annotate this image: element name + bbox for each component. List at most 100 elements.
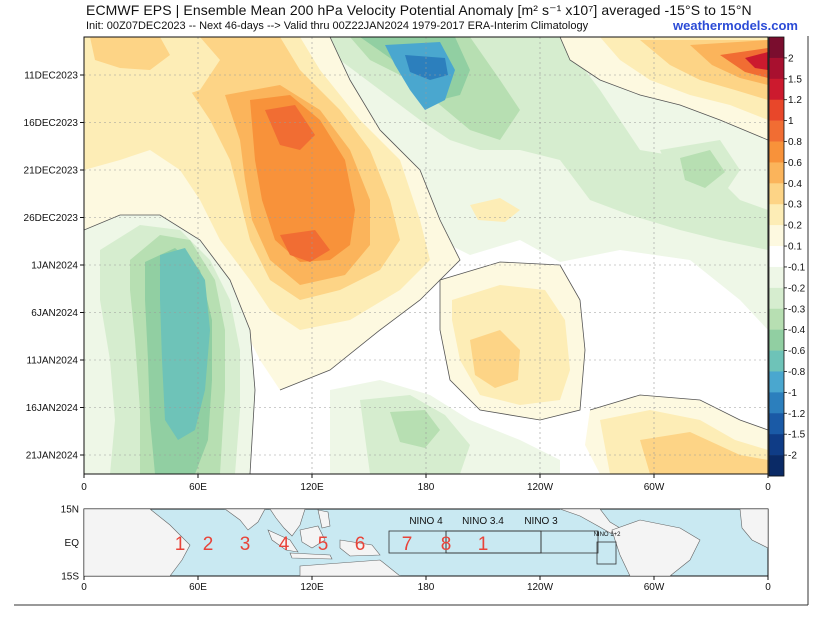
colorbar-swatch (769, 266, 784, 289)
x-tick-label: 60W (644, 482, 665, 493)
x-tick-label: 180 (418, 482, 435, 493)
x-tick-label: 120W (527, 482, 554, 493)
colorbar-swatch (769, 37, 784, 59)
south-america-landmass (611, 519, 701, 576)
pos-anomaly-region (745, 52, 768, 70)
colorbar-swatch (769, 434, 784, 456)
colorbar-label: 0.1 (788, 242, 802, 253)
colorbar-swatch (769, 141, 784, 163)
colorbar-swatch (769, 371, 784, 393)
brand-link[interactable]: weathermodels.com (673, 18, 798, 33)
africa-west-coast (739, 509, 768, 549)
colorbar-swatch (769, 308, 784, 330)
colorbar-label: 2 (788, 53, 794, 64)
zero-contour (589, 394, 768, 431)
map-x-tick-label: 60E (189, 582, 207, 593)
y-tick-label: 21DEC2023 (24, 166, 79, 177)
chart-title: ECMWF EPS | Ensemble Mean 200 hPa Veloci… (86, 2, 752, 18)
colorbar-swatch (769, 246, 784, 268)
mjo-phase-label: 4 (279, 534, 290, 555)
mjo-phase-label: 3 (240, 534, 251, 555)
x-axis: 0 60E 120E 180 120W 60W 0 (81, 474, 771, 493)
nino-label: NINO 3 (524, 516, 558, 527)
anomaly-field (84, 37, 768, 474)
zero-contour (279, 37, 461, 391)
colorbar-swatch (769, 225, 784, 247)
chart-subtitle: Init: 00Z07DEC2023 -- Next 46-days --> V… (86, 20, 589, 32)
neg-anomaly-region (160, 248, 210, 440)
nino-labels: NINO 4 NINO 3.4 NINO 3 NINO 1+2 (409, 516, 621, 538)
y-tick-label: 21JAN2024 (26, 451, 79, 462)
sumatra-island (267, 529, 299, 553)
colorbar-swatch (769, 204, 784, 226)
colorbar: 2 1.5 1.2 1 0.8 0.6 0.4 0.3 0.2 0.1 -0.1 -0.2 -0.3 -0… (768, 36, 806, 477)
pos-anomaly-region (470, 198, 520, 222)
nino12-box (596, 541, 617, 565)
map-land (84, 509, 768, 576)
colorbar-swatch (769, 350, 784, 372)
map-x-tick-label: 180 (418, 582, 435, 593)
x-tick-label: 0 (81, 482, 87, 493)
pos-anomaly-region (280, 230, 330, 262)
x-tick-label: 120E (300, 482, 324, 493)
y-tick-label: 16DEC2023 (24, 118, 79, 129)
philippines-island (317, 509, 331, 529)
colorbar-label: 1.5 (788, 74, 802, 85)
australia-landmass (299, 559, 401, 576)
borneo-island (299, 525, 326, 549)
pos-anomaly-region (640, 432, 768, 474)
y-tick-label: 1JAN2024 (31, 261, 78, 272)
colorbar-swatch (769, 455, 784, 477)
pos-anomaly-region (90, 37, 170, 70)
nino-label: NINO 4 (409, 516, 443, 527)
pos-anomaly-region (250, 95, 355, 262)
nino-boxes (388, 530, 617, 565)
mjo-phase-label: 2 (203, 534, 214, 555)
colorbar-label: -2 (788, 451, 797, 462)
africa-landmass (84, 509, 191, 576)
map-x-tick-label: 120E (300, 582, 324, 593)
mjo-phase-label: 1 (478, 534, 489, 555)
y-tick-label: 16JAN2024 (26, 403, 79, 414)
colorbar-swatch (769, 413, 784, 435)
map-lat-label: EQ (65, 538, 80, 549)
colorbar-label: -0.1 (788, 262, 806, 273)
colorbar-label: 1 (788, 116, 794, 127)
nino-label: NINO 1+2 (594, 532, 622, 538)
map-x-tick-label: 60W (644, 582, 665, 593)
colorbar-swatch (769, 120, 784, 142)
y-axis: 11DEC2023 16DEC2023 21DEC2023 26DEC2023 1JAN… (24, 71, 84, 462)
colorbar-label: 0.4 (788, 179, 802, 190)
nino-label: NINO 3.4 (462, 516, 504, 527)
colorbar-label: 1.2 (788, 95, 802, 106)
x-tick-label: 0 (765, 482, 771, 493)
colorbar-label: -1 (788, 388, 797, 399)
colorbar-label: 0.2 (788, 221, 802, 232)
map-x-axis: 0 60E 120E 180 120W 60W 0 (81, 576, 771, 593)
new-guinea-island (339, 539, 381, 557)
neg-anomaly-region (680, 150, 725, 188)
colorbar-label: -0.8 (788, 367, 806, 378)
java-island (289, 552, 333, 560)
y-tick-label: 11JAN2024 (26, 356, 78, 367)
map-x-tick-label: 0 (765, 582, 771, 593)
map-x-tick-label: 120W (527, 582, 554, 593)
colorbar-label: 0.8 (788, 137, 802, 148)
mjo-phase-label: 1 (175, 534, 186, 555)
map-x-tick-label: 0 (81, 582, 87, 593)
colorbar-swatch (769, 162, 784, 184)
colorbar-label: -0.6 (788, 346, 806, 357)
pos-anomaly-region (470, 330, 520, 388)
pos-anomaly-region (265, 105, 315, 150)
mjo-phase-label: 5 (318, 534, 329, 555)
colorbar-label: -0.3 (788, 304, 806, 315)
zero-contour (559, 37, 768, 141)
colorbar-swatch (769, 392, 784, 414)
map-lat-axis: 15N EQ 15S (61, 505, 80, 583)
mjo-phase-label: 7 (402, 534, 413, 555)
mjo-phase-label: 8 (441, 534, 452, 555)
zero-contour (84, 214, 256, 474)
colorbar-swatch (769, 57, 784, 80)
colorbar-label: -1.2 (788, 409, 806, 420)
